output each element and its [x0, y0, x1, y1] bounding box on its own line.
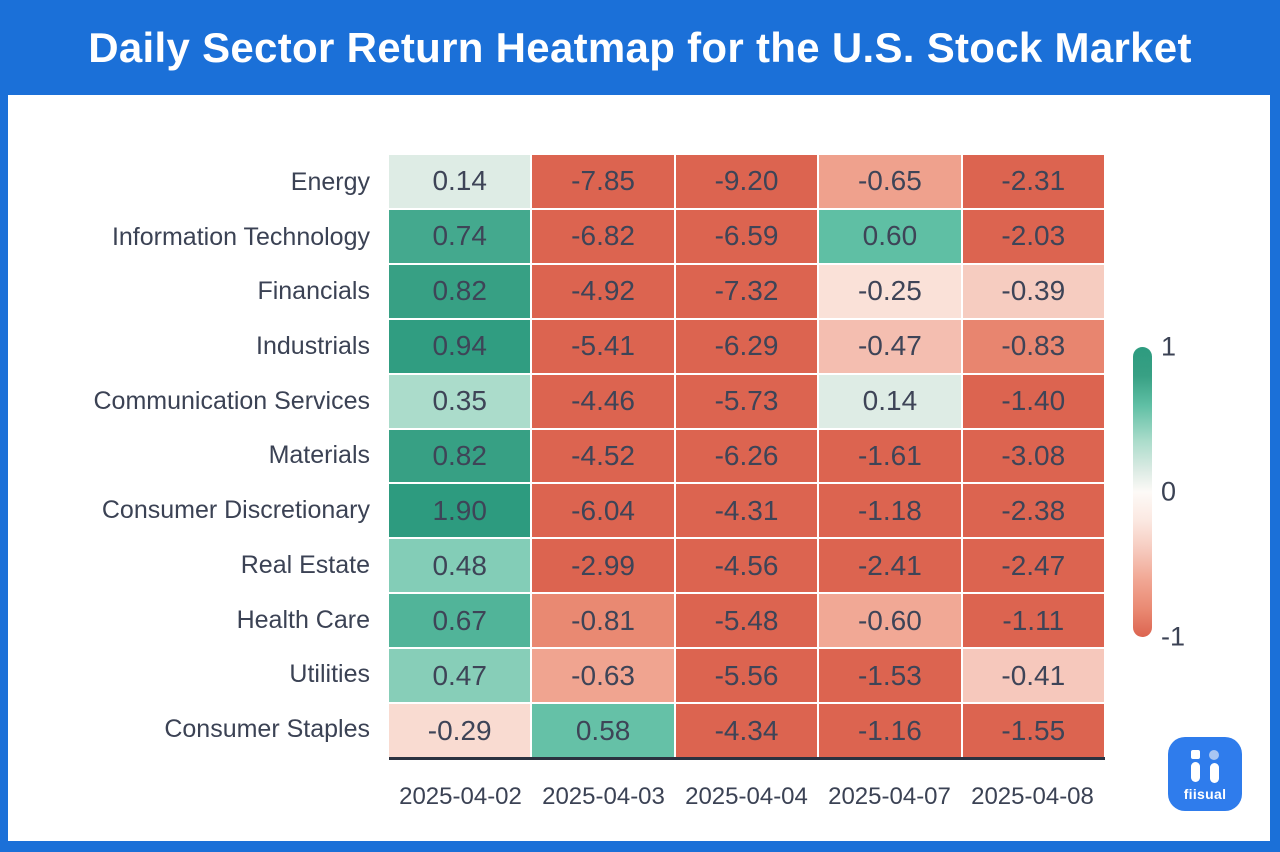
row-label: Materials — [268, 441, 370, 470]
row-label: Energy — [290, 167, 370, 196]
x-axis-line — [389, 757, 1105, 760]
row-label: Financials — [257, 277, 370, 306]
heatmap-cell: -4.46 — [532, 374, 674, 428]
heatmap-cell: -4.34 — [675, 704, 818, 757]
heatmap-cell: -4.92 — [532, 264, 674, 318]
chart-area: Energy Information Technology Financials In… — [8, 95, 1270, 841]
heatmap-cell: 0.94 — [389, 319, 531, 373]
logo-square-dot — [1191, 750, 1200, 759]
row-label: Real Estate — [240, 550, 370, 579]
colorbar — [1133, 347, 1152, 637]
logo-text: fiisual — [1183, 786, 1227, 802]
heatmap-cell: 0.67 — [389, 594, 531, 648]
heatmap-cell: -2.38 — [962, 484, 1104, 538]
heatmap-cell: -2.99 — [532, 539, 674, 593]
heatmap-cell: -9.20 — [675, 155, 818, 208]
logo-bar — [1209, 763, 1219, 783]
heatmap-grid: 0.14 -7.85 -9.20 -0.65 -2.31 0.74 -6.82 -6.59 0.… — [389, 155, 1104, 757]
heatmap-cell: 0.82 — [389, 429, 531, 483]
heatmap-cell: -1.18 — [819, 484, 961, 538]
page-title: Daily Sector Return Heatmap for the U.S.… — [88, 23, 1192, 71]
heatmap-cell: -0.47 — [819, 319, 961, 373]
heatmap-cell: -2.31 — [962, 155, 1104, 208]
heatmap-cell: -5.73 — [675, 374, 818, 428]
col-label: 2025-04-03 — [542, 783, 665, 810]
heatmap-cell: -5.56 — [675, 649, 818, 703]
heatmap-cell: -1.16 — [819, 704, 961, 757]
heatmap-cell: -4.31 — [675, 484, 818, 538]
row-label: Utilities — [289, 660, 370, 689]
heatmap-cell: 1.90 — [389, 484, 531, 538]
row-label: Consumer Staples — [164, 715, 370, 744]
heatmap-cell: -0.65 — [819, 155, 961, 208]
row-label: Information Technology — [111, 222, 370, 251]
x-axis-labels: 2025-04-02 2025-04-03 2025-04-04 2025-04-07… — [389, 777, 1104, 817]
heatmap-cell: -6.04 — [532, 484, 674, 538]
col-label: 2025-04-02 — [399, 783, 522, 810]
heatmap-cell: -3.08 — [962, 429, 1104, 483]
heatmap-cell: -7.32 — [675, 264, 818, 318]
heatmap-cell: 0.48 — [389, 539, 531, 593]
heatmap-cell: -5.48 — [675, 594, 818, 648]
heatmap-cell: -0.60 — [819, 594, 961, 648]
heatmap-cell: 0.14 — [389, 155, 531, 208]
row-label: Industrials — [256, 332, 370, 361]
heatmap-cell: -0.39 — [962, 264, 1104, 318]
heatmap-cell: -0.83 — [962, 319, 1104, 373]
heatmap-cell: -1.61 — [819, 429, 961, 483]
col-label: 2025-04-08 — [971, 783, 1094, 810]
heatmap-cell: -2.41 — [819, 539, 961, 593]
heatmap-cell: -6.29 — [675, 319, 818, 373]
header-banner: Daily Sector Return Heatmap for the U.S.… — [0, 0, 1280, 95]
heatmap-cell: -4.52 — [532, 429, 674, 483]
logo-bar — [1191, 762, 1200, 782]
heatmap-cell: 0.82 — [389, 264, 531, 318]
heatmap-cell: -2.47 — [962, 539, 1104, 593]
heatmap-cell: -1.53 — [819, 649, 961, 703]
row-label: Health Care — [236, 605, 370, 634]
heatmap-cell: 0.60 — [819, 209, 961, 263]
fiisual-logo: fiisual — [1168, 737, 1242, 811]
heatmap-cell: 0.14 — [819, 374, 961, 428]
heatmap-cell: -2.03 — [962, 209, 1104, 263]
heatmap-cell: -0.25 — [819, 264, 961, 318]
y-axis-labels: Energy Information Technology Financials In… — [8, 155, 381, 757]
heatmap-cell: -0.63 — [532, 649, 674, 703]
heatmap-cell: -6.26 — [675, 429, 818, 483]
heatmap-cell: -1.40 — [962, 374, 1104, 428]
heatmap-cell: 0.47 — [389, 649, 531, 703]
heatmap-cell: -0.29 — [389, 704, 531, 757]
row-label: Communication Services — [93, 386, 371, 415]
heatmap-cell: -1.55 — [962, 704, 1104, 757]
colorbar-tick-label: 1 — [1161, 331, 1177, 362]
heatmap-cell: 0.74 — [389, 209, 531, 263]
colorbar-tick-label: 0 — [1161, 476, 1177, 507]
heatmap-cell: 0.58 — [532, 704, 674, 757]
col-label: 2025-04-07 — [828, 783, 951, 810]
heatmap-cell: -5.41 — [532, 319, 674, 373]
col-label: 2025-04-04 — [685, 783, 808, 810]
heatmap-cell: -4.56 — [675, 539, 818, 593]
logo-circle-dot — [1209, 750, 1219, 760]
heatmap-cell: -7.85 — [532, 155, 674, 208]
heatmap-cell: -0.81 — [532, 594, 674, 648]
colorbar-tick-label: -1 — [1161, 621, 1186, 652]
heatmap-cell: -1.11 — [962, 594, 1104, 648]
heatmap-cell: -0.41 — [962, 649, 1104, 703]
fiisual-icon — [1191, 750, 1219, 783]
row-label: Consumer Discretionary — [101, 496, 370, 525]
heatmap-cell: -6.82 — [532, 209, 674, 263]
heatmap-cell: 0.35 — [389, 374, 531, 428]
heatmap-cell: -6.59 — [675, 209, 818, 263]
